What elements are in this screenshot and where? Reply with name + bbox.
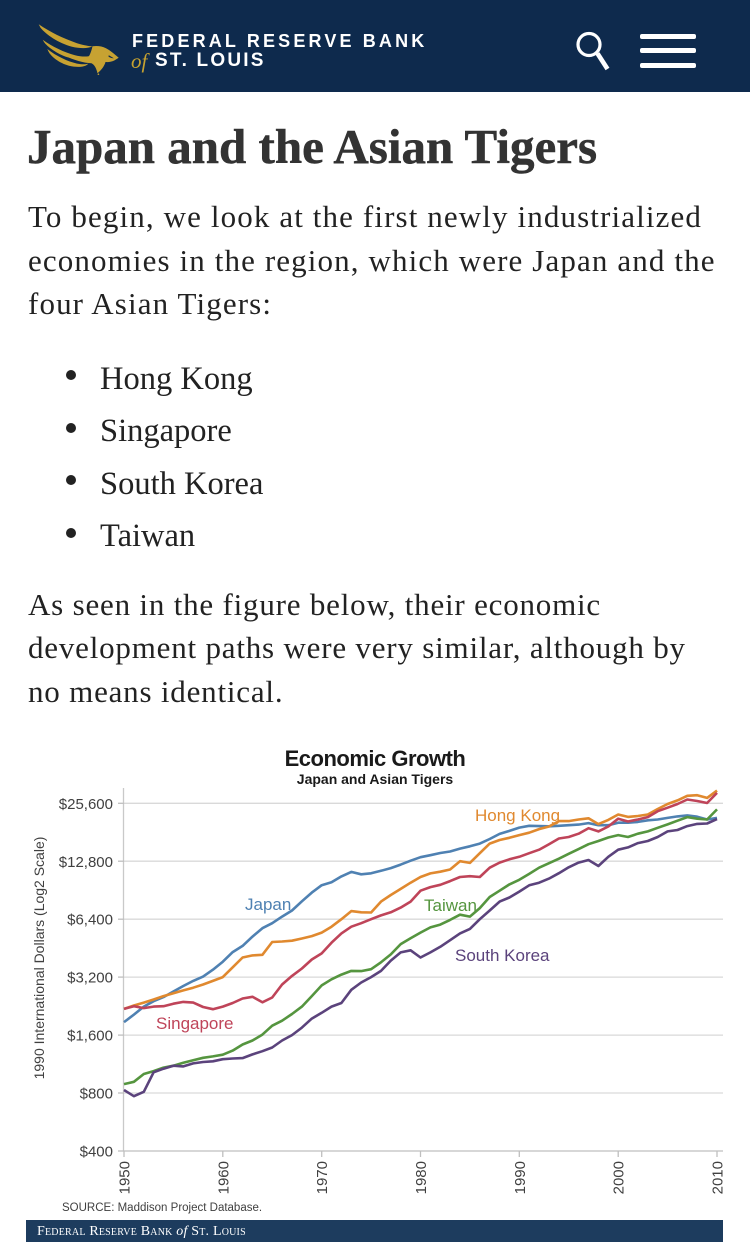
svg-text:$3,200: $3,200 [67, 970, 113, 987]
svg-text:2000: 2000 [611, 1161, 628, 1194]
svg-text:1980: 1980 [413, 1161, 430, 1194]
svg-text:1970: 1970 [314, 1161, 331, 1194]
svg-text:$12,800: $12,800 [59, 854, 113, 871]
svg-text:Japan and Asian Tigers: Japan and Asian Tigers [297, 771, 454, 787]
svg-text:$25,600: $25,600 [59, 796, 113, 813]
svg-text:South Korea: South Korea [455, 946, 550, 965]
svg-text:1990: 1990 [512, 1161, 529, 1194]
svg-text:$6,400: $6,400 [67, 912, 113, 929]
svg-text:Japan: Japan [245, 895, 291, 914]
svg-text:Economic Growth: Economic Growth [285, 746, 466, 771]
svg-text:2010: 2010 [710, 1161, 727, 1194]
svg-text:SOURCE: Maddison Project Datab: SOURCE: Maddison Project Database. [62, 1202, 262, 1214]
svg-text:$800: $800 [80, 1086, 113, 1103]
svg-text:Hong Kong: Hong Kong [475, 806, 560, 825]
svg-text:1960: 1960 [215, 1161, 232, 1194]
svg-text:1990 International Dollars (Lo: 1990 International Dollars (Log2 Scale) [31, 837, 47, 1080]
svg-text:$400: $400 [80, 1144, 113, 1161]
svg-text:1950: 1950 [117, 1161, 134, 1194]
svg-text:Taiwan: Taiwan [424, 896, 477, 915]
svg-text:$1,600: $1,600 [67, 1028, 113, 1045]
svg-text:Singapore: Singapore [156, 1014, 234, 1033]
